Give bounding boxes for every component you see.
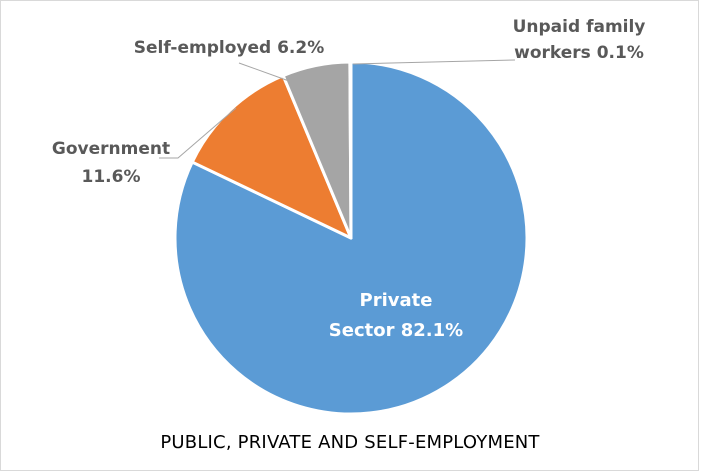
data-label-line: Government [52,139,170,159]
pie-slice-government [190,74,353,240]
data-label-line: Private [360,290,433,311]
data-label-line: Self-employed 6.2% [134,38,325,58]
data-label-self-employed: Self-employed 6.2% [134,38,325,58]
data-label-government: Government 11.6% [52,139,170,187]
slice-labels: Private Sector 82.1% Government 11.6% Self-e… [52,17,645,341]
leader-line-unpaid-family [352,59,516,65]
data-label-line: 11.6% [82,167,141,187]
data-label-line: Sector 82.1% [329,320,463,341]
chart-title: PUBLIC, PRIVATE AND SELF-EMPLOYMENT [160,432,540,453]
data-label-private: Private Sector 82.1% [329,290,463,341]
pie-slice-private [173,60,529,416]
data-label-unpaid-family: Unpaid family workers 0.1% [513,17,646,63]
pie-slices [173,60,529,416]
leader-lines [159,59,516,159]
pie-slice-unpaid-family [348,60,353,240]
data-label-line: workers 0.1% [514,43,644,63]
data-label-line: Unpaid family [513,17,646,37]
leader-line-government [159,107,237,159]
leader-line-self-employed [238,62,290,82]
